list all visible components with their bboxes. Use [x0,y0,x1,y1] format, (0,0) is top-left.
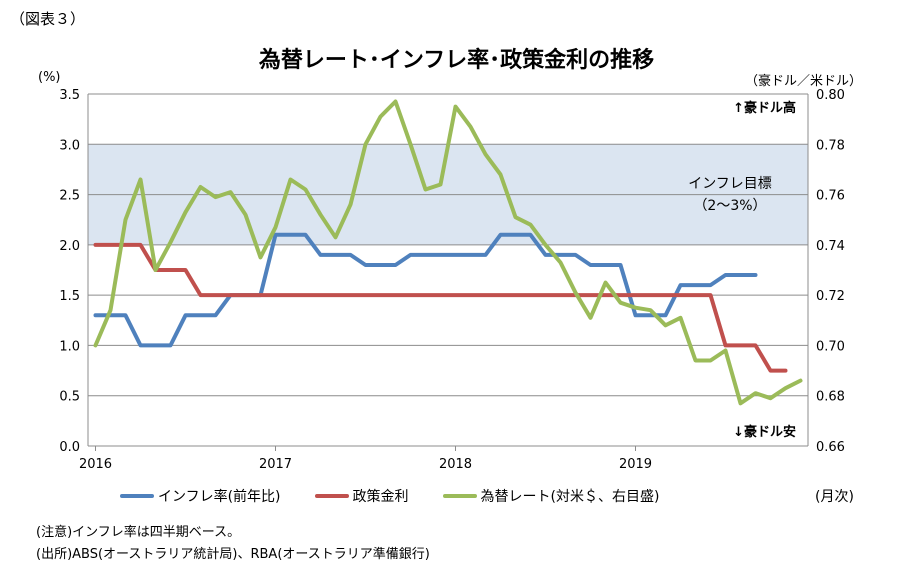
left-tick-label: 2.0 [59,239,80,254]
left-tick-label: 2.5 [59,189,80,204]
left-tick-label: 0.0 [59,440,80,455]
right-tick-label: 0.74 [816,239,845,254]
right-tick-label: 0.66 [816,440,845,455]
x-tick-label: 2017 [259,457,292,472]
right-tick-label: 0.80 [816,88,845,103]
right-axis-unit: （豪ドル／米ドル） [745,74,863,89]
left-tick-label: 1.5 [59,289,80,304]
x-tick-label: 2019 [619,457,652,472]
x-tick-label: 2018 [439,457,472,472]
series-exchange-rate-line [93,99,803,406]
legend-swatch-inflation [120,494,154,498]
legend-item-exchange-rate: 為替レート(対米＄、右目盛) [442,486,660,506]
left-tick-label: 0.5 [59,390,80,405]
legend-swatch-exchange-rate [442,494,477,498]
annotation-aud-low: ↓豪ドル安 [733,424,796,440]
legend: インフレ率(前年比) 政策金利 為替レート(対米＄、右目盛) [120,486,693,506]
legend-label-exchange-rate: 為替レート(対米＄、右目盛) [480,489,660,505]
legend-swatch-policy-rate [314,494,349,498]
band-range-label: （2～3%） [693,198,766,214]
figure-label: （図表３） [10,10,86,28]
right-tick-label: 0.70 [816,339,845,354]
left-tick-label: 3.0 [59,138,80,153]
legend-item-inflation: インフレ率(前年比) [120,486,281,506]
annotation-aud-high: ↑豪ドル高 [733,100,796,116]
band-label: インフレ目標 [688,176,772,192]
right-tick-label: 0.72 [816,289,845,304]
legend-label-policy-rate: 政策金利 [352,489,409,505]
note-source: (出所)ABS(オーストラリア統計局)、RBA(オーストラリア準備銀行) [36,547,430,562]
x-axis-unit: (月次) [815,489,854,505]
right-tick-label: 0.76 [816,189,845,204]
left-tick-label: 3.5 [59,88,80,103]
legend-item-policy-rate: 政策金利 [314,486,409,506]
left-axis-unit: (%) [38,70,61,85]
right-tick-label: 0.68 [816,390,845,405]
series-policy-rate-line [93,242,788,373]
right-tick-label: 0.78 [816,138,845,153]
chart-title: 為替レート･インフレ率･政策金利の推移 [258,48,655,73]
series-inflation-line [93,232,758,348]
note-caution: (注意)インフレ率は四半期ベース。 [36,525,241,540]
x-tick-label: 2016 [79,457,112,472]
legend-label-inflation: インフレ率(前年比) [158,489,281,505]
left-tick-label: 1.0 [59,339,80,354]
